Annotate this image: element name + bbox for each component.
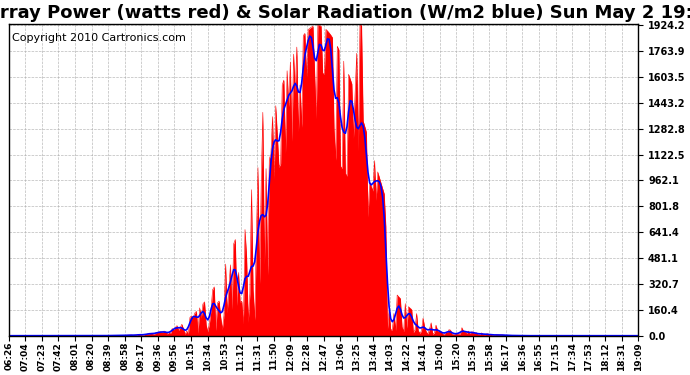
Text: Copyright 2010 Cartronics.com: Copyright 2010 Cartronics.com <box>12 33 186 43</box>
Title: West Array Power (watts red) & Solar Radiation (W/m2 blue) Sun May 2 19:25: West Array Power (watts red) & Solar Rad… <box>0 4 690 22</box>
